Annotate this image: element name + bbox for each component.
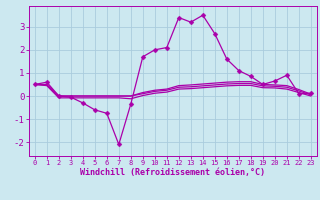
X-axis label: Windchill (Refroidissement éolien,°C): Windchill (Refroidissement éolien,°C) — [80, 168, 265, 177]
